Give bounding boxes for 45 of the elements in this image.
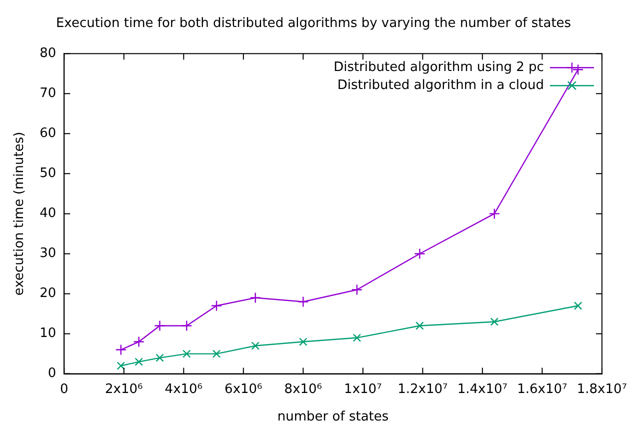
x-tick-label: 6x10⁶ [224,382,262,397]
point [574,302,582,310]
y-tick-label: 50 [40,166,56,182]
point [490,318,499,326]
point [154,320,166,332]
point [210,300,222,312]
y-axis-title: execution time (minutes) [12,132,28,296]
point [250,292,261,304]
point [299,338,308,346]
y-tick-label: 30 [40,246,56,262]
point [115,344,127,356]
x-axis-title: number of states [277,410,389,425]
point [488,208,500,220]
x-tick-label: 1.4x10⁷ [457,382,508,397]
x-tick-label: 4x10⁶ [164,382,203,397]
legend-label: Distributed algorithm using 2 pc [334,60,544,75]
x-tick-label: 1.6x10⁷ [517,382,568,397]
point [298,296,309,308]
point [134,358,143,366]
point [181,320,192,332]
point [352,334,362,342]
y-tick-label: 80 [40,46,56,61]
x-tick-label: 2x10⁶ [105,382,143,397]
point [182,350,191,358]
x-tick-label: 1x10⁷ [344,382,382,397]
point [212,350,221,358]
y-tick-label: 40 [40,206,56,222]
y-tick-label: 0 [48,366,56,382]
point [416,322,424,330]
y-tick-label: 20 [40,286,56,302]
y-tick-label: 70 [40,86,56,101]
point [133,336,144,348]
x-tick-label: 8x10⁶ [284,382,322,397]
y-tick-label: 60 [40,126,56,142]
point [414,248,426,260]
x-tick-label: 1.8x10⁷ [576,382,627,397]
point [251,342,260,350]
x-tick-label: 1.2x10⁷ [398,382,448,397]
x-tick-label: 0 [60,382,68,397]
chart-title: Execution time for both distributed algorithms by varying the number of states [56,16,572,32]
point [351,284,363,296]
point [116,362,126,370]
y-tick-label: 10 [40,326,56,342]
legend-label: Distributed algorithm in a cloud [337,78,544,93]
point [156,354,164,362]
